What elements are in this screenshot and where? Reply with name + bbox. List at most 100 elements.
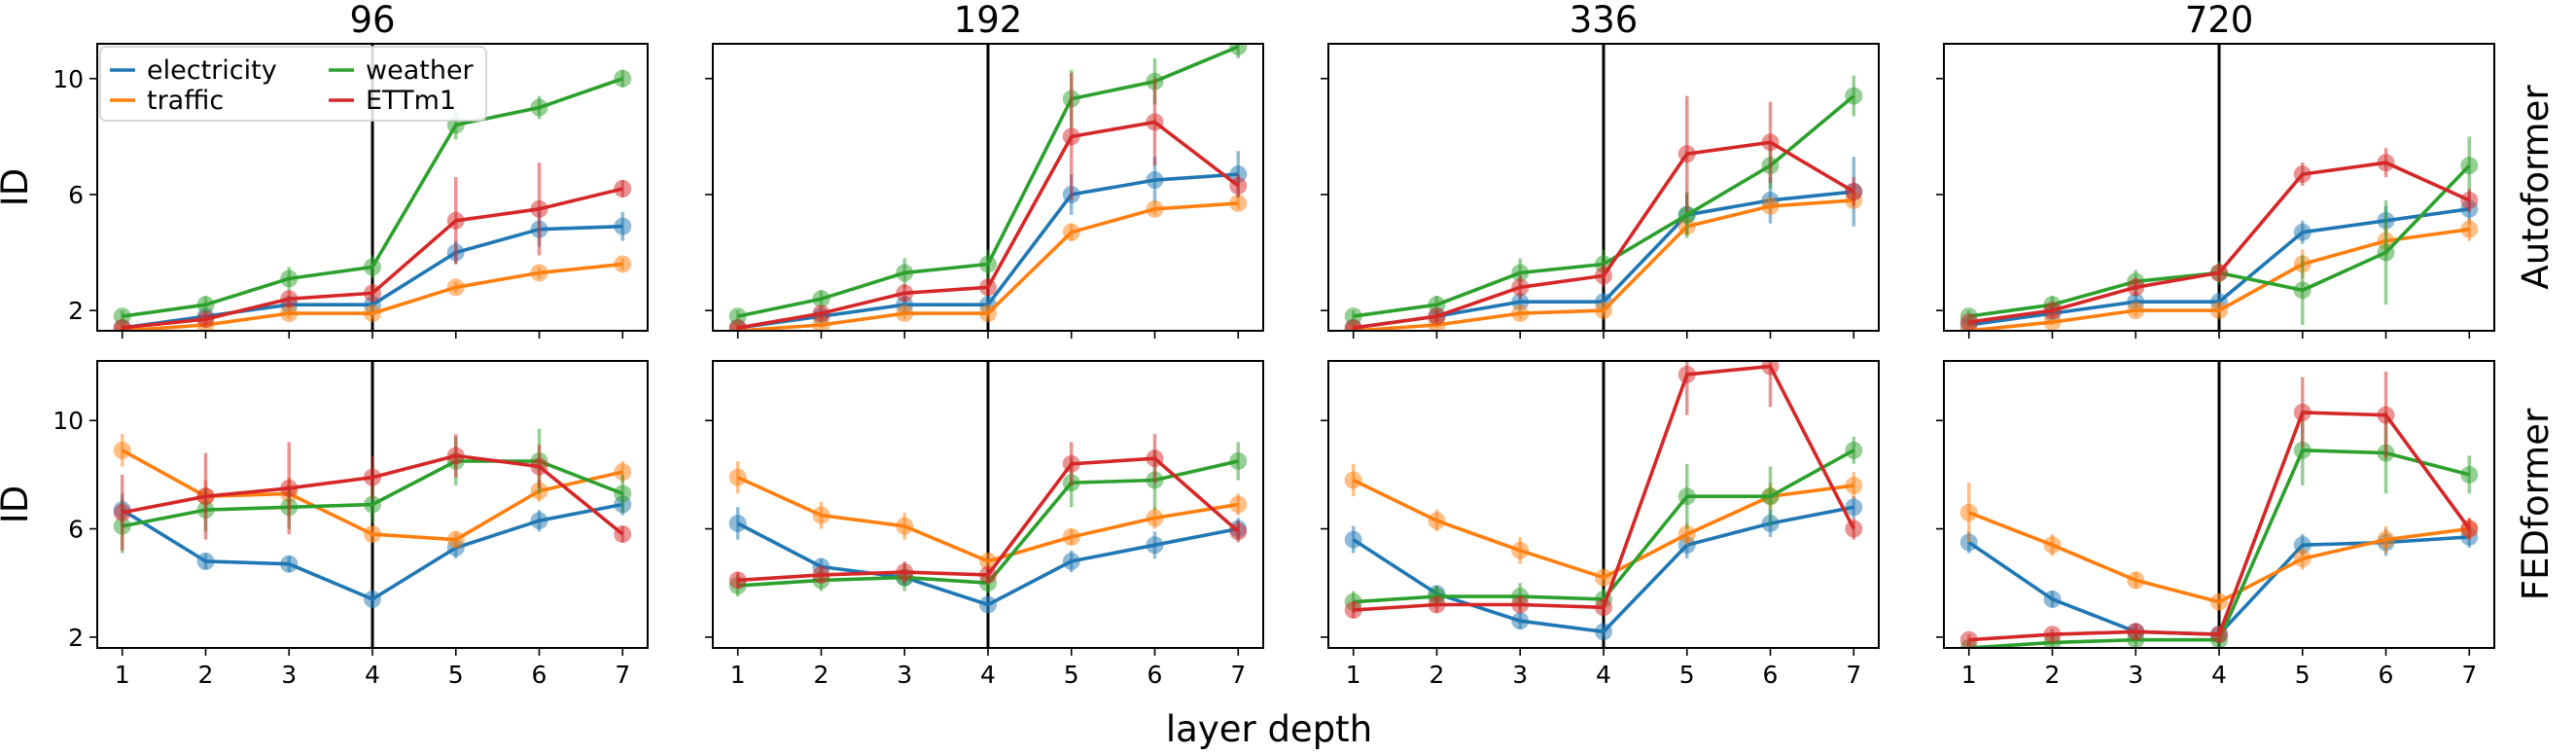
data-point <box>728 571 747 590</box>
data-point <box>446 278 465 297</box>
x-tick-label: 6 <box>2379 661 2394 689</box>
data-point <box>196 552 215 570</box>
data-point <box>614 69 632 88</box>
data-point <box>728 319 747 331</box>
data-point <box>1761 361 1780 376</box>
x-tick-label: 4 <box>1596 661 1611 689</box>
data-point <box>530 457 548 476</box>
y-axis-label: ID <box>0 168 36 206</box>
data-point <box>2210 592 2228 611</box>
data-point <box>364 305 381 323</box>
legend-entry-traffic: traffic <box>110 86 224 116</box>
data-point <box>1677 145 1696 163</box>
data-point <box>896 284 914 303</box>
series-ettm1 <box>728 434 1248 590</box>
data-point <box>1845 477 1863 495</box>
panel-autoformer-336: 336 <box>1321 0 1880 339</box>
data-point <box>364 495 381 514</box>
data-point <box>2377 243 2395 262</box>
panel-autoformer-96: 2 6 10 96 ID <box>0 0 649 339</box>
series-ettm1 <box>1959 148 2479 331</box>
data-point <box>1595 267 1612 285</box>
legend-box <box>99 46 487 122</box>
data-point <box>979 278 997 297</box>
data-point <box>2293 165 2311 184</box>
y-tick-label: 2 <box>68 624 84 652</box>
data-point <box>1229 451 1248 470</box>
data-point <box>1511 305 1530 323</box>
data-point <box>1677 365 1696 383</box>
data-point <box>896 517 914 535</box>
data-point <box>1344 471 1362 489</box>
data-point <box>364 525 381 544</box>
data-point <box>280 305 299 323</box>
data-point <box>1428 595 1446 614</box>
data-point <box>2043 590 2062 608</box>
data-point <box>1959 630 1978 648</box>
x-tick-label: 1 <box>1961 661 1977 689</box>
data-point <box>1229 495 1248 514</box>
data-point <box>1959 313 1978 331</box>
data-point <box>2293 223 2311 241</box>
data-point <box>614 463 632 482</box>
data-point <box>1959 503 1978 521</box>
data-point <box>113 319 131 331</box>
x-tick-label: 7 <box>1230 661 1246 689</box>
x-tick-label: 2 <box>198 661 214 689</box>
x-tick-label: 7 <box>2461 661 2477 689</box>
legend-label: weather <box>366 55 475 86</box>
y-tick-label: 10 <box>53 65 84 93</box>
data-point <box>1229 194 1248 212</box>
panel-fedformer-720: 1 2 3 4 5 6 7 FEDformer <box>1936 360 2557 689</box>
panel-fedformer-192: 1 2 3 4 5 6 7 <box>705 360 1264 689</box>
data-point <box>896 305 914 323</box>
data-point <box>1344 530 1362 549</box>
series-ettm1 <box>728 72 1248 331</box>
data-point <box>979 565 997 584</box>
data-point <box>614 255 632 273</box>
legend-entry-ettm1: ETTm1 <box>329 86 456 116</box>
series-ettm1 <box>1959 372 2479 648</box>
data-point <box>1146 171 1164 190</box>
x-tick-label: 6 <box>532 661 547 689</box>
data-point <box>979 305 997 323</box>
data-point <box>2377 154 2395 172</box>
x-tick-label: 3 <box>897 661 912 689</box>
data-point <box>1761 197 1780 215</box>
data-point <box>1595 302 1612 320</box>
data-point <box>2460 465 2479 484</box>
x-tick-label: 2 <box>2045 661 2061 689</box>
plot-area <box>1959 136 2479 331</box>
data-point <box>2293 441 2311 459</box>
data-point <box>1511 278 1530 297</box>
legend-label: electricity <box>147 55 277 86</box>
x-tick-label: 5 <box>448 661 464 689</box>
data-point <box>1344 319 1362 331</box>
data-point <box>2460 220 2479 238</box>
data-point <box>2460 191 2479 209</box>
y-tick-label: 2 <box>68 297 84 325</box>
series-traffic <box>1959 483 2479 611</box>
data-point <box>364 468 381 486</box>
data-point <box>1146 536 1164 555</box>
column-title: 96 <box>349 0 395 41</box>
column-title: 192 <box>954 0 1023 41</box>
x-tick-label: 4 <box>980 661 996 689</box>
data-point <box>530 264 548 282</box>
y-tick-label: 6 <box>68 181 84 209</box>
data-point <box>2293 281 2311 300</box>
data-point <box>614 525 632 544</box>
x-axis-label: layer depth <box>1166 708 1372 750</box>
data-point <box>446 530 465 549</box>
x-tick-label: 6 <box>1763 661 1779 689</box>
data-point <box>1677 487 1696 506</box>
data-point <box>1229 522 1248 541</box>
data-point <box>1428 307 1446 326</box>
data-point <box>2377 406 2395 424</box>
data-point <box>280 290 299 308</box>
data-point <box>1845 520 1863 538</box>
data-point <box>2043 536 2062 555</box>
data-point <box>2127 623 2145 641</box>
x-tick-label: 6 <box>1147 661 1163 689</box>
